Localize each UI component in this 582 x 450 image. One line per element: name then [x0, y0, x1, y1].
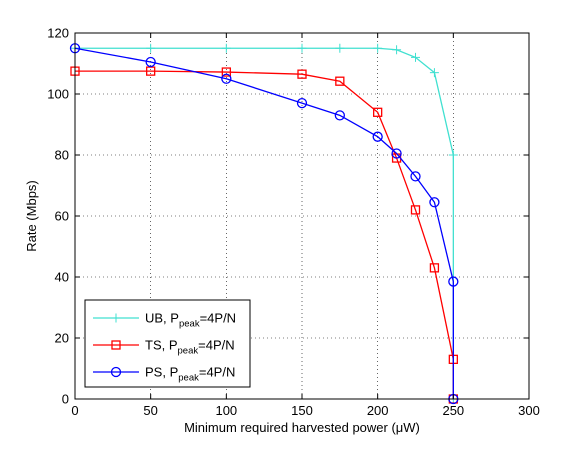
data-point: [110, 366, 122, 378]
x-tick-label: 100: [215, 403, 237, 418]
data-point: [429, 263, 440, 273]
series-plus: [70, 43, 458, 404]
data-point: [372, 131, 383, 142]
x-tick-label: 0: [71, 403, 78, 418]
data-point: [448, 276, 459, 287]
legend-label: PS, Ppeak=4P/N: [145, 365, 235, 384]
y-tick-label: 80: [55, 148, 69, 163]
x-tick-label: 150: [291, 403, 313, 418]
data-point: [297, 69, 307, 79]
legend-entry: UB, Ppeak=4P/N: [93, 311, 236, 330]
y-axis-label: Rate (Mbps): [24, 180, 39, 252]
data-point: [373, 107, 383, 117]
legend: UB, Ppeak=4P/N TS, Ppeak=4P/N PS, Ppeak=4P…: [84, 299, 251, 388]
data-point: [410, 205, 421, 215]
legend-label: TS, Ppeak=4P/N: [145, 338, 235, 357]
data-point: [221, 67, 231, 77]
data-point: [296, 98, 308, 109]
y-tick-label: 40: [55, 270, 69, 285]
series-line: [74, 47, 454, 399]
legend-entry: TS, Ppeak=4P/N: [93, 338, 235, 357]
data-point: [111, 340, 121, 350]
series-line: [75, 70, 454, 399]
data-point: [429, 197, 440, 208]
data-point: [221, 73, 232, 84]
data-point: [391, 148, 402, 159]
data-point: [335, 76, 345, 86]
x-tick-label: 200: [367, 403, 389, 418]
y-tick-label: 120: [47, 26, 69, 41]
data-point: [145, 56, 156, 68]
data-point: [410, 171, 421, 182]
data-point: [146, 66, 156, 76]
y-tick-label: 60: [55, 209, 69, 224]
x-tick-label: 300: [518, 403, 540, 418]
ticks: 0 50 100 150 200 250 300 0 20 40 60 80 100 120: [47, 26, 540, 419]
legend-label: UB, Ppeak=4P/N: [145, 311, 236, 330]
y-tick-label: 0: [62, 392, 69, 407]
y-tick-label: 100: [47, 87, 69, 102]
x-axis-label: Minimum required harvested power (μW): [184, 420, 420, 435]
y-tick-label: 20: [55, 331, 69, 346]
x-tick-label: 250: [442, 403, 464, 418]
data-point: [334, 110, 345, 121]
x-tick-label: 50: [143, 403, 157, 418]
legend-entry: PS, Ppeak=4P/N: [93, 365, 235, 384]
series-layer: [69, 43, 459, 405]
